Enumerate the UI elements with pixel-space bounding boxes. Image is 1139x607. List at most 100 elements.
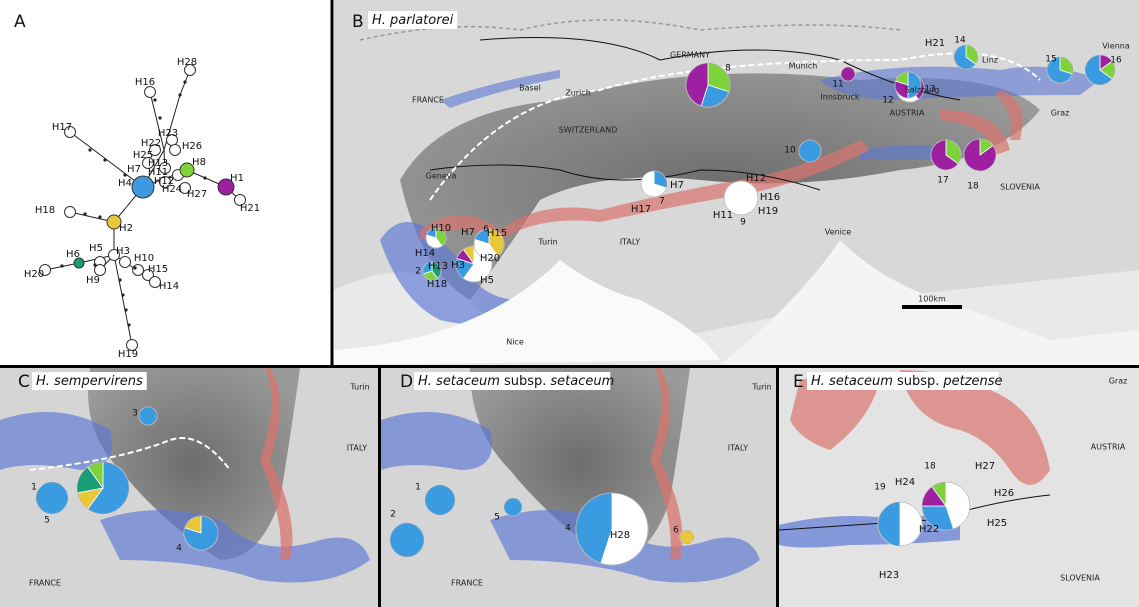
place-name: Innsbruck [820,93,860,102]
network-step [127,323,130,326]
haplotype-label: H19 [758,206,778,217]
title-part: H. setaceum [811,374,893,389]
haplotype-label: H12 [746,173,766,184]
panel-title: H. parlatorei [372,13,454,28]
site-number: 18 [924,462,936,472]
haplotype-label: H7 [127,164,141,175]
place-name: Vienna [1102,42,1130,51]
site-number: 1 [31,483,37,493]
haplotype-label: H19 [118,349,138,360]
haplotype-label: H24 [895,477,915,488]
panel-letter: C [18,372,30,392]
site-number: 11 [832,80,843,90]
network-node [132,176,154,198]
haplotype-label: H6 [66,249,80,260]
network-step [133,266,136,269]
haplotype-label: H4 [118,178,132,189]
title-part: setaceum [550,374,614,389]
panel-letter: E [793,372,804,392]
site-number: 17 [937,176,948,186]
site-number: 9 [740,218,746,228]
site-number: 10 [784,146,796,156]
haplotype-label: H14 [159,281,179,292]
network-step [121,293,124,296]
haplotype-label: H1 [230,173,244,184]
panel-letter: B [352,12,364,32]
site-number: 5 [44,516,50,526]
network-step [98,215,101,218]
network-step [124,308,127,311]
network-node [145,87,156,98]
network-node [170,145,181,156]
haplotype-label: H5 [89,243,103,254]
haplotype-label: H21 [240,203,260,214]
scale-label: 100km [918,295,946,304]
panel-letter: A [14,12,26,32]
site-number: 3 [132,409,138,419]
haplotype-label: H3 [451,260,465,271]
place-name: Basel [519,84,541,93]
place-name: GERMANY [670,51,710,60]
haplotype-label: H21 [925,38,945,49]
haplotype-label: H9 [86,275,100,286]
title-part: H. setaceum [418,374,500,389]
site-number: 15 [1045,55,1056,65]
place-name: FRANCE [412,96,444,105]
place-name: AUSTRIA [1091,443,1126,452]
network-nodes [40,65,246,351]
place-name: Nice [506,338,524,347]
haplotype-label: H18 [427,279,447,290]
network-step [178,93,181,96]
haplotype-label: H10 [431,223,451,234]
haplotype-label: H22 [919,524,939,535]
site-number: 12 [882,96,893,106]
haplotype-label: H7 [670,180,684,191]
site-number: 18 [967,182,979,192]
place-name: ITALY [620,238,640,247]
title-part: H. sempervirens [36,374,143,389]
network-node [65,207,76,218]
haplotype-label: H24 [162,184,182,195]
haplotype-label: H7 [461,227,475,238]
place-name: Turin [349,383,369,392]
site-number: 8 [725,64,731,74]
figure: H28H16H17H23H22H26H25H8H13H11H7H4H12H24H… [0,0,1139,607]
place-name: SLOVENIA [1000,183,1040,192]
haplotype-label: H20 [480,253,500,264]
haplotype-label: H16 [135,77,155,88]
haplotype-label: H17 [631,204,651,215]
network-step [153,98,156,101]
network-node [95,265,106,276]
site-number: 5 [494,513,500,523]
title-part: subsp. [504,374,546,389]
site-number: 7 [659,197,665,207]
haplotype-label: H11 [713,210,733,221]
site-number: 14 [954,36,966,46]
site-number: 1 [415,483,421,493]
place-name: Graz [1051,109,1070,118]
network-step [118,278,121,281]
network-step [60,264,63,267]
place-name: Linz [982,56,998,65]
site-number: 2 [415,267,421,277]
haplotype-label: H5 [480,275,494,286]
place-name: Munich [789,62,818,71]
place-name: Turin [537,238,557,247]
place-name: AUSTRIA [890,109,925,118]
place-name: Turin [751,383,771,392]
network-step [83,212,86,215]
haplotype-label: H28 [177,57,197,68]
title-part: subsp. [897,374,939,389]
place-name: Geneva [426,172,457,181]
haplotype-label: H26 [994,488,1014,499]
site-number: 13 [924,85,935,95]
place-name: FRANCE [451,579,483,588]
network-step [183,80,186,83]
network-step [88,148,91,151]
panel-letter: D [400,372,413,392]
site-number: 16 [1110,56,1122,66]
place-name: ITALY [347,444,367,453]
network-node [133,265,144,276]
site-number: 2 [390,510,396,520]
panel-title: H. setaceum subsp. setaceum [418,374,614,389]
